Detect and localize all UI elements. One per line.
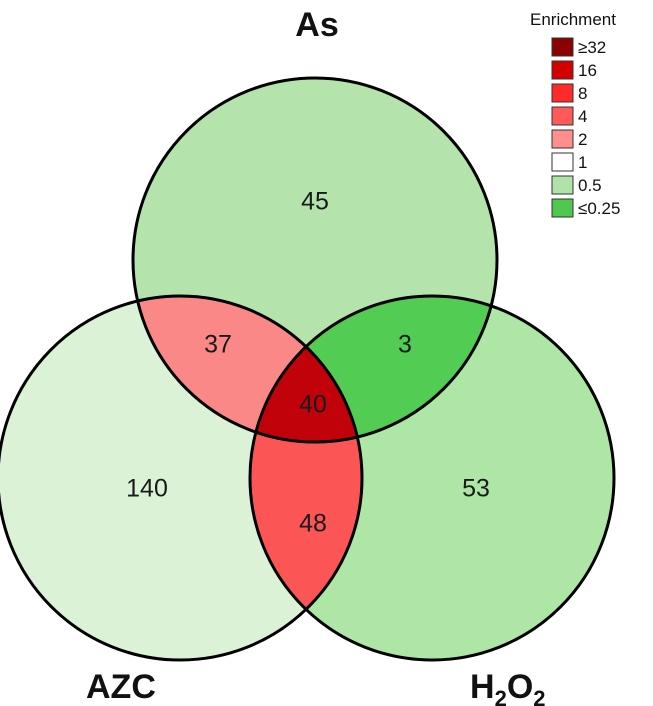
region-as-azc <box>133 296 362 442</box>
set-label-azc: AZC <box>86 668 156 706</box>
set-label-h2o2: H2O2 <box>470 668 546 706</box>
legend-label: 0.5 <box>578 176 602 195</box>
count-h2o2-only: 53 <box>462 475 490 503</box>
legend-swatch <box>551 129 574 149</box>
count-azc-only: 140 <box>126 475 168 503</box>
h2o2-sub2: 2 <box>533 686 545 706</box>
legend-label: 8 <box>578 84 587 103</box>
set-outline-as <box>131 76 499 444</box>
legend: Enrichment ≥32 16 8 4 2 1 0.5 ≤0.25 <box>530 10 620 218</box>
legend-label: ≤0.25 <box>578 199 620 218</box>
count-as-h2o2: 3 <box>398 331 412 359</box>
legend-label: ≥32 <box>578 38 606 57</box>
legend-label: 4 <box>578 107 587 126</box>
h2o2-sub1: 2 <box>495 686 507 706</box>
legend-swatch <box>551 37 574 57</box>
count-azc-h2o2: 48 <box>299 510 327 538</box>
set-label-as: As <box>295 6 338 44</box>
set-outline-h2o2 <box>248 294 616 662</box>
count-as-only: 45 <box>301 188 329 216</box>
legend-title: Enrichment <box>530 10 616 29</box>
legend-swatch <box>551 198 574 218</box>
legend-items: ≥32 16 8 4 2 1 0.5 ≤0.25 <box>551 37 620 218</box>
legend-label: 2 <box>578 130 587 149</box>
count-as-azc: 37 <box>204 331 232 359</box>
region-as-h2o2 <box>250 296 497 442</box>
legend-swatch <box>551 175 574 195</box>
set-outline-azc <box>0 294 364 662</box>
count-all: 40 <box>299 391 327 419</box>
legend-swatch <box>551 83 574 103</box>
h2o2-h: H <box>470 668 495 706</box>
legend-swatch <box>551 60 574 80</box>
legend-label: 1 <box>578 153 587 172</box>
legend-label: 16 <box>578 61 597 80</box>
h2o2-o: O <box>507 668 533 706</box>
legend-swatch <box>551 152 574 172</box>
legend-swatch <box>551 106 574 126</box>
